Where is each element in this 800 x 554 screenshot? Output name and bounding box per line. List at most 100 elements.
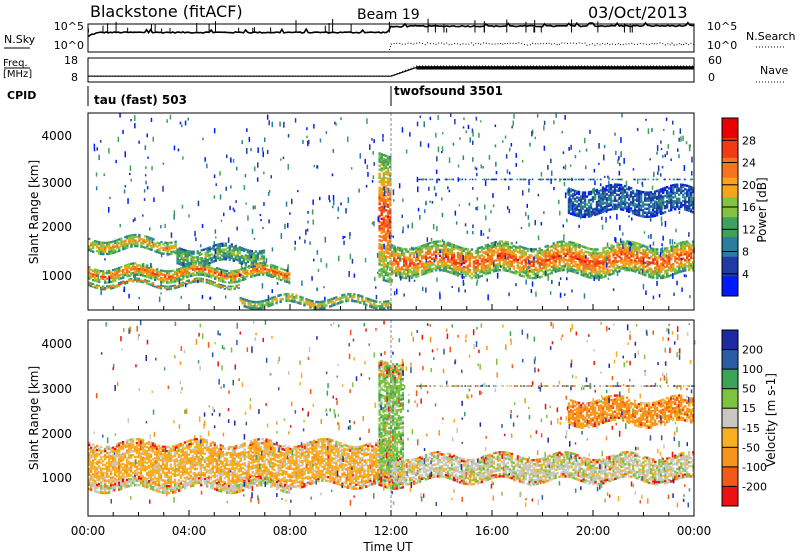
heatmap-cell: [618, 194, 620, 196]
heatmap-cell: [309, 241, 311, 245]
heatmap-cell: [192, 251, 194, 253]
heatmap-cell: [525, 253, 527, 255]
heatmap-cell: [147, 134, 149, 138]
heatmap-cell: [562, 269, 564, 271]
heatmap-cell: [223, 213, 225, 217]
heatmap-cell: [501, 179, 503, 181]
heatmap-cell: [130, 119, 132, 121]
heatmap-cell: [476, 168, 478, 171]
heatmap-cell: [92, 247, 94, 249]
heatmap-cell: [249, 137, 251, 142]
heatmap-cell: [674, 208, 676, 210]
heatmap-cell: [434, 186, 436, 190]
heatmap-cell: [375, 300, 377, 303]
heatmap-cell: [429, 201, 431, 203]
heatmap-cell: [544, 121, 546, 125]
heatmap-cell: [496, 171, 498, 174]
heatmap-cell: [476, 173, 478, 176]
heatmap-cell: [658, 165, 660, 171]
nave-tick-bottom: 0: [708, 71, 715, 84]
heatmap-cell: [222, 243, 224, 247]
heatmap-cell: [684, 165, 686, 171]
heatmap-cell: [642, 269, 644, 273]
heatmap-cell: [323, 307, 325, 310]
heatmap-cell: [247, 215, 249, 220]
heatmap-cell: [572, 205, 574, 210]
heatmap-cell: [226, 187, 228, 191]
heatmap-cell: [159, 297, 161, 302]
heatmap-cell: [403, 227, 405, 233]
heatmap-cell: [251, 256, 253, 259]
heatmap-cell: [575, 155, 577, 158]
heatmap-cell: [233, 208, 235, 211]
heatmap-cell: [182, 285, 184, 287]
heatmap-cell: [266, 265, 268, 267]
heatmap-cell: [487, 294, 489, 300]
heatmap-cell: [555, 262, 557, 264]
heatmap-cell: [383, 244, 385, 250]
heatmap-cell: [382, 134, 384, 138]
heatmap-cell: [166, 119, 168, 123]
heatmap-cell: [353, 295, 355, 298]
heatmap-cell: [347, 137, 349, 143]
heatmap-cell: [541, 222, 543, 226]
heatmap-cell: [570, 145, 572, 150]
heatmap-cell: [497, 273, 499, 279]
heatmap-cell: [459, 179, 461, 181]
heatmap-cell: [214, 282, 216, 284]
heatmap-cell: [178, 149, 180, 152]
heatmap-cell: [658, 274, 660, 277]
heatmap-cell: [615, 179, 617, 181]
heatmap-cell: [409, 132, 411, 136]
heatmap-cell: [297, 190, 299, 192]
heatmap-cell: [626, 181, 628, 187]
heatmap-cell: [608, 177, 610, 180]
heatmap-cell: [537, 114, 539, 117]
heatmap-cell: [558, 200, 560, 204]
heatmap-cell: [478, 133, 480, 138]
heatmap-cell: [576, 272, 578, 274]
heatmap-cell: [656, 214, 658, 216]
heatmap-cell: [214, 241, 216, 245]
heatmap-cell: [465, 289, 467, 292]
heatmap-cell: [691, 157, 693, 163]
heatmap-cell: [384, 191, 386, 196]
heatmap-cell: [449, 157, 451, 163]
heatmap-cell: [319, 197, 321, 200]
heatmap-cell: [555, 114, 557, 118]
heatmap-cell: [620, 137, 622, 143]
heatmap-cell: [637, 128, 639, 131]
heatmap-cell: [185, 121, 187, 126]
heatmap-cell: [182, 205, 184, 209]
heatmap-cell: [260, 214, 262, 216]
heatmap-cell: [547, 165, 549, 170]
heatmap-cell: [684, 274, 686, 277]
heatmap-cell: [644, 231, 646, 233]
heatmap-cell: [565, 264, 567, 268]
heatmap-cell: [590, 272, 592, 275]
heatmap-cell: [202, 224, 204, 228]
heatmap-cell: [664, 211, 666, 213]
heatmap-cell: [615, 151, 617, 155]
heatmap-cell: [529, 179, 531, 181]
heatmap-cell: [349, 232, 351, 236]
heatmap-cell: [656, 263, 658, 265]
heatmap-cell: [126, 247, 128, 249]
heatmap-cell: [366, 118, 368, 124]
heatmap-cell: [647, 179, 649, 181]
heatmap-cell: [188, 214, 190, 217]
heatmap-cell: [411, 277, 413, 279]
heatmap-cell: [316, 165, 318, 168]
heatmap-cell: [517, 179, 519, 181]
heatmap-cell: [475, 207, 477, 210]
heatmap-cell: [535, 292, 537, 297]
heatmap-cell: [281, 298, 283, 301]
heatmap-cell: [520, 179, 522, 181]
heatmap-cell: [433, 224, 435, 229]
heatmap-cell: [562, 240, 564, 242]
heatmap-cell: [373, 139, 375, 143]
heatmap-cell: [525, 280, 527, 285]
heatmap-cell: [215, 236, 217, 238]
heatmap-cell: [245, 203, 247, 205]
